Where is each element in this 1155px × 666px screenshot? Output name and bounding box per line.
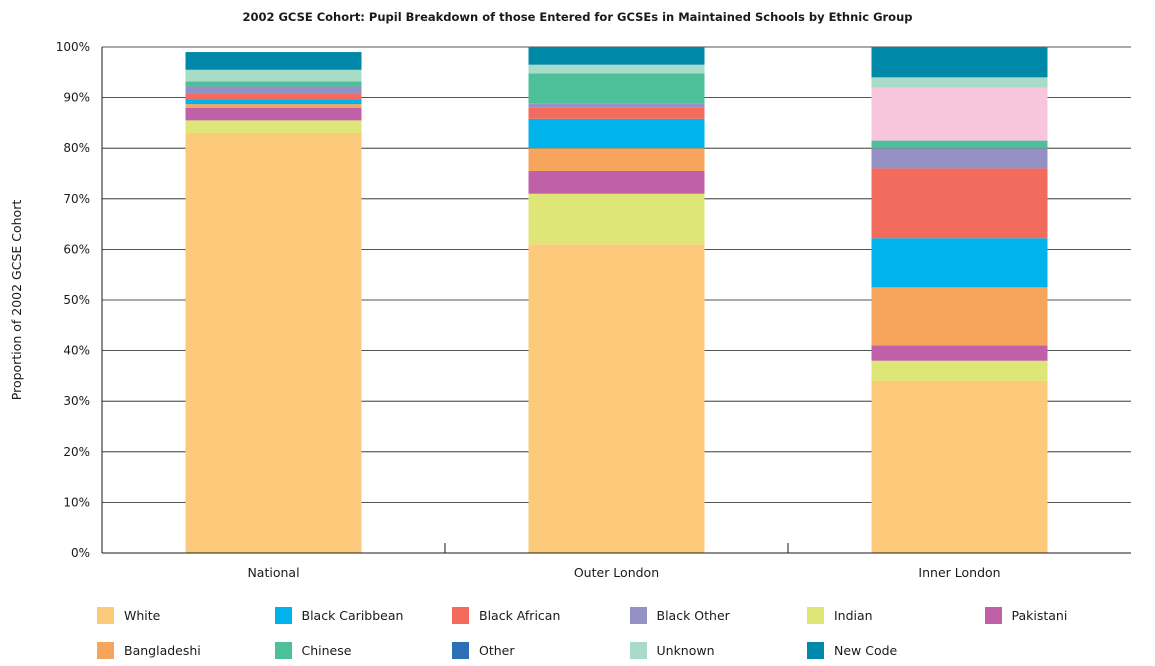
bar-segment [185, 99, 362, 105]
stacked-bar-chart: 0% 10% 20% 30% 40% 50% 60% 70% 80% 90% 100% Nationa… [9, 40, 1131, 580]
y-tick-label: 10% [63, 495, 90, 509]
bar-segment [871, 345, 1048, 361]
y-tick-label: 0% [71, 546, 90, 560]
legend-label: White [124, 607, 161, 623]
bar-segment [185, 107, 362, 121]
legend-item: Bangladeshi [97, 641, 201, 659]
legend-item: Black Caribbean [274, 606, 404, 624]
legend-item: Black African [452, 606, 560, 624]
y-tick-label: 60% [63, 242, 90, 256]
y-axis-label: Proportion of 2002 GCSE Cohort [9, 200, 24, 401]
legend-label: Unknown [656, 642, 715, 658]
bar-segment [185, 133, 362, 553]
bar-segment [871, 148, 1048, 169]
y-tick-label: 100% [56, 40, 90, 54]
y-tick-label: 30% [63, 394, 90, 408]
y-tick-label: 90% [63, 91, 90, 105]
chart-title: 2002 GCSE Cohort: Pupil Breakdown of tho… [242, 10, 913, 24]
x-tick-label: Outer London [574, 565, 659, 580]
bar-segment [528, 193, 705, 245]
legend-label: Black Other [656, 607, 730, 623]
y-tick-label: 80% [63, 141, 90, 155]
bar-segment [528, 244, 705, 553]
legend-label: Chinese [301, 642, 352, 658]
y-tick-label: 70% [63, 192, 90, 206]
legend-item: Chinese [274, 641, 352, 659]
axes: 0% 10% 20% 30% 40% 50% 60% 70% 80% 90% 100% Nationa… [56, 40, 1131, 580]
bar-segment [185, 69, 362, 82]
bar-segment [871, 287, 1048, 346]
legend-label: Black Caribbean [301, 607, 404, 623]
bar-segment [871, 360, 1048, 381]
bar-segment [528, 73, 705, 104]
bar-segment [528, 148, 705, 171]
bar-segment [528, 170, 705, 194]
bar-segment [528, 47, 705, 65]
legend-item: Unknown [629, 641, 715, 659]
bar-segment [528, 107, 705, 119]
legend-swatch [97, 641, 114, 659]
bar-segment [871, 140, 1048, 149]
bar-segment [871, 47, 1048, 78]
bar-segment [871, 77, 1048, 88]
bar-segment [528, 103, 705, 108]
bar-segment [185, 120, 362, 134]
legend-label: Indian [834, 607, 873, 623]
bar-segment [528, 118, 705, 149]
legend-item: Pakistani [984, 606, 1068, 624]
bar-segment [185, 86, 362, 95]
legend-label: Black African [479, 607, 561, 623]
x-tick-label: National [247, 565, 299, 580]
legend-item: White [97, 606, 160, 624]
legend-item: Other [452, 641, 515, 659]
legend-swatch [807, 606, 824, 624]
legend-item: Black Other [629, 606, 730, 624]
legend-swatch [984, 606, 1002, 624]
bar-segment [871, 238, 1048, 288]
y-tick-label: 40% [63, 344, 90, 358]
bar-segment [871, 168, 1048, 239]
bar-segment [185, 94, 362, 100]
bar-segment [871, 87, 1048, 141]
legend-swatch [274, 641, 292, 659]
legend-swatch [274, 606, 292, 624]
legend-swatch [629, 641, 647, 659]
bar-segment [185, 52, 362, 70]
legend-label: Pakistani [1011, 607, 1068, 623]
legend-swatch [807, 641, 824, 659]
legend-label: Bangladeshi [124, 642, 201, 658]
bars [185, 47, 1048, 553]
bar-segment [185, 81, 362, 87]
y-tick-label: 20% [63, 445, 90, 459]
legend-swatch [97, 606, 114, 624]
legend-swatch [629, 606, 647, 624]
legend-swatch [452, 606, 469, 624]
bar-segment [871, 380, 1048, 553]
bar-segment [528, 64, 705, 74]
bar-segment [185, 104, 362, 108]
legend-label: New Code [834, 642, 898, 658]
legend-item: Indian [807, 606, 873, 624]
x-tick-label: Inner London [918, 565, 1000, 580]
legend-item: New Code [807, 641, 897, 659]
legend-swatch [452, 641, 469, 659]
legend-label: Other [479, 642, 515, 658]
y-tick-label: 50% [63, 293, 90, 307]
